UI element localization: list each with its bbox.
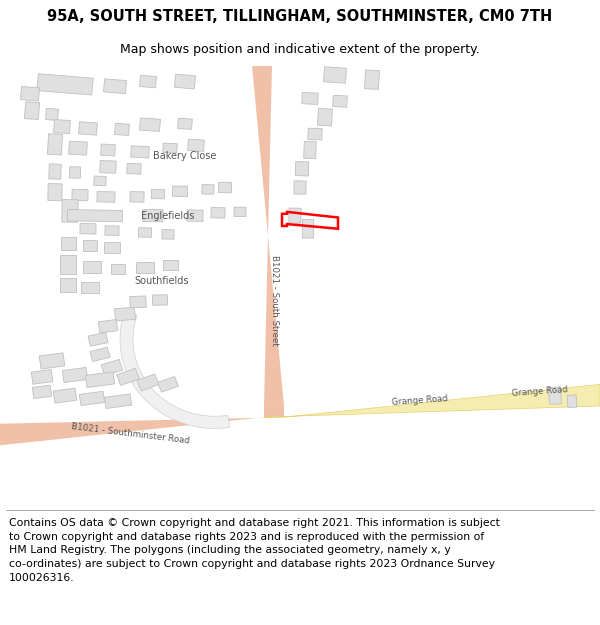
Bar [567, 395, 577, 408]
Bar [163, 260, 178, 271]
Bar [62, 199, 78, 222]
Bar [202, 184, 214, 194]
Text: Southfields: Southfields [135, 276, 189, 286]
Bar [116, 368, 139, 386]
Bar [188, 139, 205, 151]
Bar [79, 122, 97, 135]
Bar [111, 264, 125, 274]
Bar [548, 387, 562, 404]
Text: Englefields: Englefields [142, 211, 194, 221]
Text: Bakery Close: Bakery Close [154, 151, 217, 161]
Bar [105, 226, 119, 236]
Bar [158, 377, 178, 392]
Bar [115, 307, 136, 321]
Bar [61, 237, 76, 250]
Bar [187, 210, 203, 221]
Bar [140, 118, 160, 131]
Polygon shape [252, 66, 284, 406]
Bar [48, 184, 62, 201]
Bar [83, 240, 97, 251]
Bar [94, 176, 106, 186]
Bar [60, 255, 76, 274]
Bar [308, 128, 322, 140]
Bar [85, 372, 115, 388]
Bar [72, 189, 88, 201]
Bar [47, 134, 62, 155]
Bar [332, 95, 347, 108]
Text: Grange Road: Grange Road [392, 394, 448, 407]
Bar [139, 228, 152, 238]
Bar [69, 167, 81, 178]
Bar [53, 119, 70, 134]
Bar [88, 332, 108, 346]
Bar [39, 353, 65, 369]
Bar [302, 92, 319, 104]
Bar [79, 391, 105, 406]
Bar [25, 102, 40, 119]
Bar [136, 261, 154, 272]
Bar [130, 296, 146, 308]
Bar [81, 282, 99, 294]
Bar [60, 279, 76, 291]
Polygon shape [264, 406, 284, 418]
Bar [100, 161, 116, 173]
Text: Contains OS data © Crown copyright and database right 2021. This information is : Contains OS data © Crown copyright and d… [9, 518, 500, 582]
Bar [130, 192, 144, 202]
Bar [80, 224, 96, 234]
Bar [304, 141, 316, 159]
Bar [49, 164, 61, 179]
Bar [37, 74, 93, 95]
Bar [295, 161, 309, 176]
Bar [317, 108, 332, 126]
Bar [131, 146, 149, 158]
Bar [151, 189, 164, 199]
Bar [67, 209, 122, 222]
Bar [234, 207, 246, 217]
Polygon shape [0, 418, 284, 445]
Bar [323, 67, 347, 83]
Bar [53, 388, 77, 403]
Bar [137, 374, 159, 391]
Text: 95A, SOUTH STREET, TILLINGHAM, SOUTHMINSTER, CM0 7TH: 95A, SOUTH STREET, TILLINGHAM, SOUTHMINS… [47, 9, 553, 24]
Bar [127, 163, 141, 174]
Bar [31, 369, 53, 384]
Bar [46, 108, 58, 121]
Bar [163, 143, 177, 153]
Text: B1021 - Southminster Road: B1021 - Southminster Road [70, 422, 190, 446]
Bar [103, 79, 127, 94]
Text: Grange Road: Grange Road [512, 386, 568, 398]
Bar [98, 319, 118, 333]
Bar [289, 208, 301, 223]
Bar [83, 261, 101, 273]
Bar [211, 208, 225, 218]
Bar [152, 295, 167, 305]
Bar [90, 348, 110, 361]
Bar [294, 181, 306, 194]
Bar [143, 209, 163, 222]
Bar [172, 186, 188, 196]
Bar [178, 118, 193, 129]
Polygon shape [264, 384, 600, 418]
Bar [115, 123, 130, 136]
Bar [68, 141, 88, 155]
Bar [218, 182, 232, 192]
Bar [364, 70, 380, 89]
Bar [175, 74, 196, 89]
Polygon shape [120, 312, 230, 428]
Text: B1021 - South Street: B1021 - South Street [271, 254, 280, 346]
Bar [101, 144, 115, 156]
Bar [104, 242, 120, 252]
Bar [32, 385, 52, 399]
Bar [62, 368, 88, 382]
Bar [97, 192, 115, 202]
Bar [162, 229, 174, 239]
Text: Map shows position and indicative extent of the property.: Map shows position and indicative extent… [120, 42, 480, 56]
Bar [104, 394, 132, 409]
Bar [101, 359, 123, 376]
Bar [20, 86, 40, 101]
Bar [140, 75, 157, 88]
Bar [302, 219, 314, 238]
